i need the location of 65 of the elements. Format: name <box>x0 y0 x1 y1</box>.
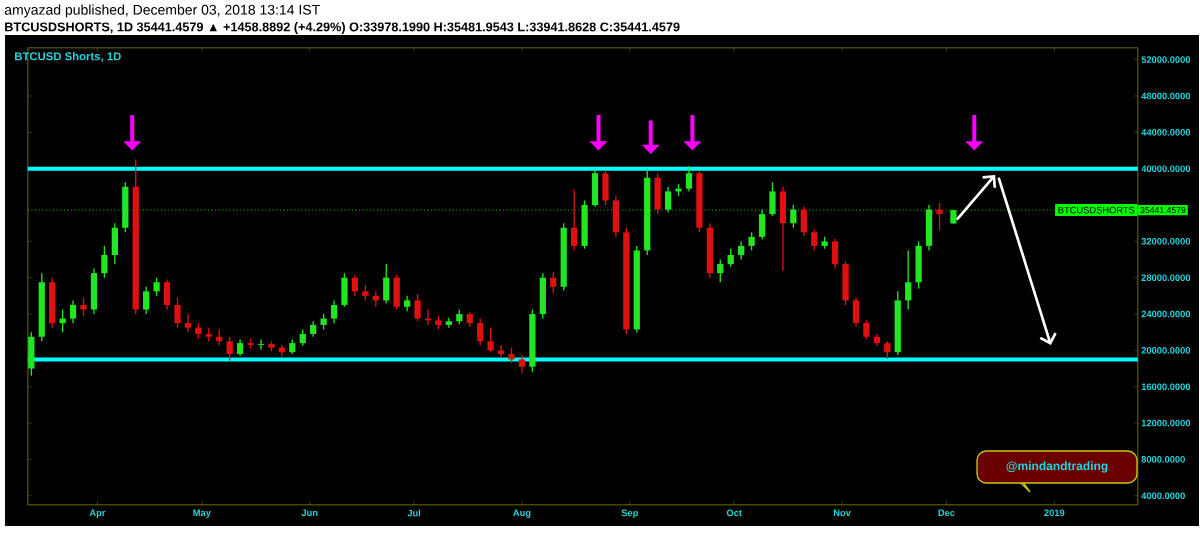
candlestick <box>571 188 578 252</box>
candlestick <box>226 336 233 362</box>
candlestick <box>790 204 797 229</box>
candlestick <box>445 317 453 329</box>
chart-subtitle: BTCUSDSHORTS, 1D 35441.4579 ▲ +1458.8892 (+4.29%) O:33978.1990 H:35481.9543 L:33941.8628 C:35441.4579 <box>5 22 680 34</box>
annotation: @mindandtrading <box>1006 461 1108 473</box>
y-tick-label: 32000.0000 <box>1141 238 1191 245</box>
ref-line-label: BTCUSDSHORTS <box>1058 206 1135 214</box>
y-tick-label: 16000.0000 <box>1141 383 1191 391</box>
candlestick <box>351 274 359 297</box>
text: 35441.4579 <box>1140 207 1186 214</box>
candlestick <box>497 344 505 359</box>
candlestick <box>487 327 494 353</box>
candlestick <box>101 245 108 279</box>
candlestick <box>769 181 776 217</box>
y-tick-label: 28000.0000 <box>1141 274 1191 281</box>
y-tick-label: 20000.0000 <box>1141 347 1191 354</box>
candlestick <box>383 263 390 304</box>
x-tick-label: Sep <box>621 509 638 519</box>
candlestick <box>518 354 526 374</box>
candlestick <box>905 249 912 311</box>
candlestick <box>727 247 734 268</box>
candlestick <box>738 240 745 261</box>
candlestick <box>811 228 818 252</box>
candlestick <box>257 338 265 351</box>
x-tick-label: Apr <box>89 509 106 518</box>
y-tick-label: 4000.0000 <box>1141 492 1185 500</box>
x-tick-label: Aug <box>513 509 531 518</box>
candlestick <box>477 317 484 346</box>
candlestick <box>758 208 766 241</box>
candlestick <box>685 165 693 193</box>
candlestick <box>717 258 724 283</box>
y-tick-label: 52000.0000 <box>1141 56 1191 63</box>
candlestick <box>800 206 807 237</box>
x-tick-label: Jun <box>301 509 318 517</box>
y-tick-label: 44000.0000 <box>1141 129 1191 136</box>
x-tick-label: Dec <box>938 509 955 517</box>
text: amyazad published, December 03, 2018 13:14 IST <box>4 4 320 18</box>
candlestick <box>143 286 150 315</box>
candlestick <box>936 202 943 232</box>
x-tick-label: Oct <box>726 509 742 517</box>
candlestick <box>414 293 421 322</box>
candlestick <box>664 186 672 213</box>
y-tick-label: 8000.0000 <box>1141 456 1185 463</box>
candlestick <box>153 277 160 297</box>
candlestick <box>863 319 870 341</box>
candlestick <box>69 299 77 324</box>
candlestick <box>163 278 171 311</box>
chart-title: BTCUSD Shorts, 1D <box>15 52 121 62</box>
candlestick <box>330 299 338 324</box>
x-tick-label: Nov <box>833 509 851 517</box>
x-tick-label: May <box>193 509 211 518</box>
candlestick <box>80 297 87 317</box>
candlestick <box>550 271 557 294</box>
x-tick-label: 2019 <box>1044 509 1065 517</box>
candlestick <box>174 297 181 329</box>
candlestick <box>748 231 755 252</box>
candlestick <box>831 237 839 270</box>
y-tick-label: 40000.0000 <box>1141 165 1191 172</box>
y-tick-label: 48000.0000 <box>1141 92 1191 100</box>
y-tick-label: 12000.0000 <box>1141 419 1191 427</box>
candlestick <box>852 297 860 328</box>
candlestick <box>184 313 192 333</box>
x-tick-label: Jul <box>407 509 421 517</box>
y-tick-label: 24000.0000 <box>1141 310 1191 318</box>
